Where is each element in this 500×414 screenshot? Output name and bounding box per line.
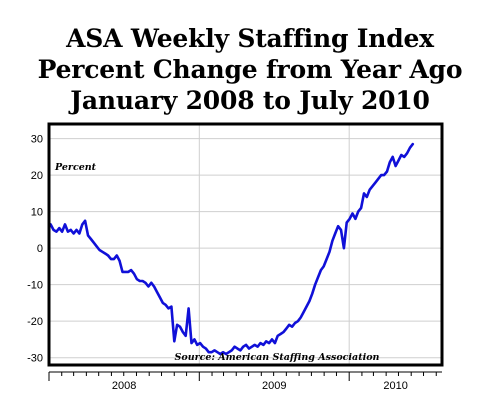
x-tick-label: 2009 <box>262 380 286 392</box>
source-note: Source: American Staffing Association <box>175 352 380 363</box>
data-series-line <box>49 142 415 356</box>
y-tick-label: 10 <box>31 207 43 219</box>
y-axis-label: Percent <box>54 162 97 173</box>
x-tick-label: 2010 <box>383 380 407 392</box>
y-tick-label: 0 <box>37 243 43 255</box>
chart-title-line-1: ASA Weekly Staffing Index <box>66 24 434 53</box>
y-tick-label: -10 <box>27 280 43 292</box>
y-tick-label: -30 <box>27 353 43 365</box>
y-tick-label: 20 <box>31 170 43 182</box>
plot-frame <box>47 122 444 367</box>
chart-title-line-3: January 2008 to July 2010 <box>70 86 430 115</box>
y-tick-label: -20 <box>27 316 43 328</box>
x-tick-label: 2008 <box>112 380 136 392</box>
y-tick-label: 30 <box>31 134 43 146</box>
chart-title-line-2: Percent Change from Year Ago <box>37 55 463 84</box>
